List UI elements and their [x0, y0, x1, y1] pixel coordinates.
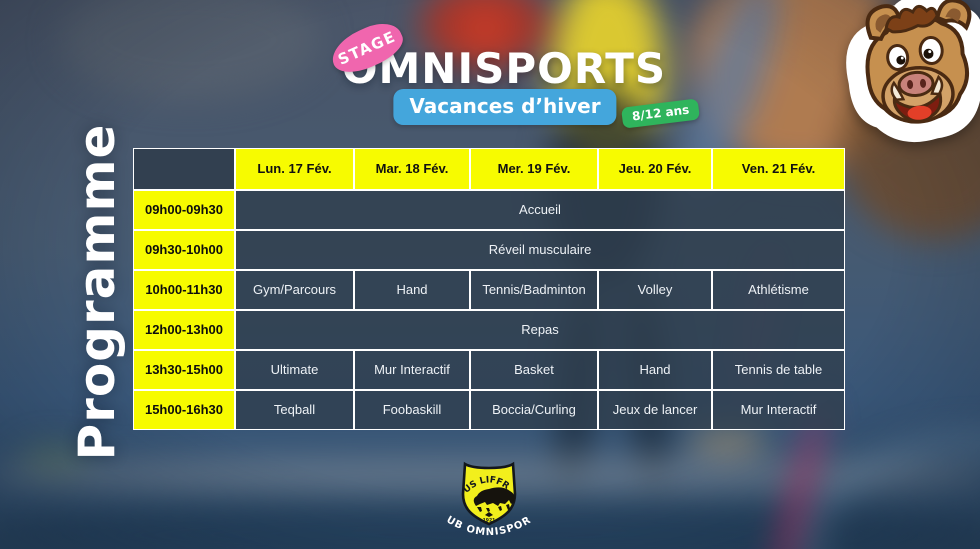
activity-cell: Réveil musculaire	[235, 230, 845, 270]
boar-mascot-icon	[846, 0, 980, 143]
time-slot: 09h00-09h30	[133, 190, 235, 230]
day-header: Jeu. 20 Fév.	[598, 148, 712, 190]
activity-cell: Teqball	[235, 390, 354, 430]
activity-cell: Accueil	[235, 190, 845, 230]
day-header: Ven. 21 Fév.	[712, 148, 845, 190]
day-header: Lun. 17 Fév.	[235, 148, 354, 190]
time-slot: 15h00-16h30	[133, 390, 235, 430]
activity-cell: Hand	[354, 270, 470, 310]
subtitle-badge: Vacances d’hiver	[393, 89, 617, 125]
day-header: Mar. 18 Fév.	[354, 148, 470, 190]
activity-cell: Tennis de table	[712, 350, 845, 390]
schedule-table: Lun. 17 Fév. Mar. 18 Fév. Mer. 19 Fév. J…	[133, 148, 845, 430]
day-header: Mer. 19 Fév.	[470, 148, 598, 190]
activity-cell: Mur Interactif	[712, 390, 845, 430]
activity-cell: Basket	[470, 350, 598, 390]
activity-cell: Repas	[235, 310, 845, 350]
activity-cell: Volley	[598, 270, 712, 310]
boar-silhouette-icon	[473, 487, 515, 512]
activity-cell: Foobaskill	[354, 390, 470, 430]
activity-cell: Hand	[598, 350, 712, 390]
programme-vertical-label: Programme	[68, 123, 126, 461]
activity-cell: Tennis/Badminton	[470, 270, 598, 310]
activity-cell: Jeux de lancer	[598, 390, 712, 430]
activity-cell: Athlétisme	[712, 270, 845, 310]
time-slot: 13h30-15h00	[133, 350, 235, 390]
crest-year: 1921	[483, 518, 496, 524]
time-slot: 09h30-10h00	[133, 230, 235, 270]
table-corner-cell	[133, 148, 235, 190]
activity-cell: Gym/Parcours	[235, 270, 354, 310]
time-slot: 10h00-11h30	[133, 270, 235, 310]
time-slot: 12h00-13h00	[133, 310, 235, 350]
activity-cell: Mur Interactif	[354, 350, 470, 390]
activity-cell: Boccia/Curling	[470, 390, 598, 430]
activity-cell: Ultimate	[235, 350, 354, 390]
club-crest-icon: US LIFFRÉ 1921 CLUB OMNISPORTS	[414, 460, 532, 538]
